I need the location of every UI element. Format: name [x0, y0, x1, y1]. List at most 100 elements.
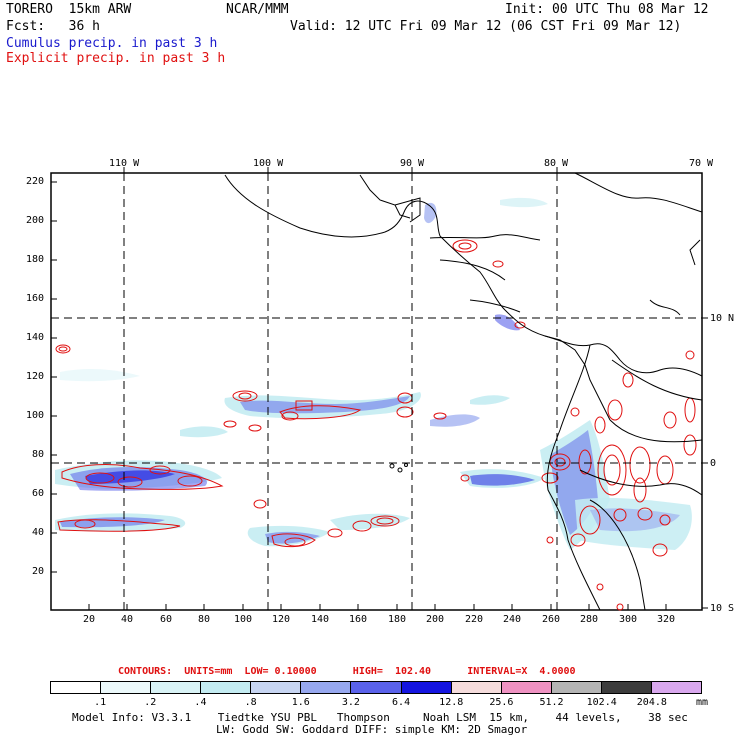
- legend-swatch: [501, 682, 552, 693]
- x-label: 60: [160, 614, 173, 625]
- legend-swatch: [651, 682, 702, 693]
- contour: [579, 505, 601, 535]
- contour: [546, 536, 554, 544]
- contour: [594, 416, 606, 434]
- legend-swatch: [201, 682, 252, 693]
- contour: [55, 344, 71, 354]
- contour: [607, 399, 623, 421]
- border: [611, 359, 703, 401]
- contour: [637, 507, 653, 521]
- border: [544, 335, 611, 421]
- contour: [452, 239, 478, 253]
- color-legend: [50, 681, 702, 694]
- forecast-hour: Fcst: 36 h: [6, 19, 100, 34]
- cumulus-area: [470, 474, 535, 486]
- x-label: 180: [388, 614, 407, 625]
- border: [469, 299, 521, 313]
- contour: [596, 583, 604, 591]
- cumulus-area: [180, 426, 228, 438]
- legend-swatch: [301, 682, 352, 693]
- x-label: 160: [349, 614, 368, 625]
- contour: [622, 372, 634, 388]
- legend-label: 12.8: [439, 697, 464, 708]
- y-label: 180: [26, 254, 45, 265]
- contour: [271, 533, 316, 548]
- x-label: 280: [580, 614, 599, 625]
- y-label: 200: [26, 215, 45, 226]
- explicit-precip-contours: [55, 239, 697, 611]
- y-label: 120: [26, 371, 45, 382]
- y-label: 60: [32, 488, 45, 499]
- graticule: [51, 173, 702, 610]
- legend-swatch: [351, 682, 402, 693]
- contour: [57, 519, 181, 532]
- x-label: 320: [657, 614, 676, 625]
- legend-swatch: [551, 682, 602, 693]
- model-title: TORERO 15km ARW: [6, 2, 132, 17]
- contour: [279, 405, 362, 420]
- cumulus-area: [424, 202, 437, 224]
- border: [609, 419, 703, 443]
- contour: [549, 453, 571, 471]
- contour: [327, 528, 343, 538]
- legend-label: .1: [94, 697, 107, 708]
- galapagos-island: [389, 463, 395, 469]
- model-info: Model Info: V3.3.1 Tiedtke YSU PBL Thomp…: [72, 711, 688, 724]
- contour: [685, 350, 695, 360]
- lon-label-70w: 70 W: [689, 158, 714, 169]
- coastline: [689, 239, 701, 266]
- legend-label: 6.4: [392, 697, 411, 708]
- contour: [74, 519, 96, 529]
- lon-label-100w: 100 W: [253, 158, 284, 169]
- contour: [616, 603, 624, 611]
- cumulus-area: [60, 369, 140, 382]
- axis-ticks: [51, 167, 708, 610]
- contour: [603, 454, 621, 486]
- lon-label-110w: 110 W: [109, 158, 140, 169]
- contour: [663, 411, 677, 429]
- lat-label-10n: 10 N: [710, 313, 735, 324]
- x-label: 260: [542, 614, 561, 625]
- cumulus-area: [430, 414, 480, 427]
- coastlines: [224, 172, 703, 611]
- legend-label: 204.8: [636, 697, 667, 708]
- contour: [223, 420, 237, 428]
- y-label: 40: [32, 527, 45, 538]
- y-label: 80: [32, 449, 45, 460]
- contour: [514, 321, 526, 329]
- x-label: 240: [503, 614, 522, 625]
- lon-label-80w: 80 W: [544, 158, 569, 169]
- coastline: [649, 299, 681, 316]
- contour: [248, 424, 262, 432]
- contour: [58, 346, 68, 352]
- physics-info: LW: Godd SW: Goddard DIFF: simple KM: 2D…: [216, 723, 528, 736]
- contour: [352, 520, 372, 532]
- coastline: [574, 172, 703, 213]
- cumulus-field-label: Cumulus precip. in past 3 h: [6, 36, 218, 51]
- legend-swatch: [401, 682, 452, 693]
- legend-label: .8: [244, 697, 257, 708]
- y-label: 140: [26, 332, 45, 343]
- contour: [570, 407, 580, 417]
- border: [579, 469, 703, 496]
- x-label: 20: [83, 614, 96, 625]
- legend-swatch: [101, 682, 152, 693]
- y-label: 100: [26, 410, 45, 421]
- contour: [613, 508, 627, 522]
- lat-label-10s: 10 S: [710, 603, 735, 614]
- legend-label: 102.4: [586, 697, 617, 708]
- x-label: 200: [426, 614, 445, 625]
- contour: [633, 477, 647, 503]
- cumulus-area: [500, 197, 548, 208]
- cumulus-area: [590, 508, 680, 532]
- border: [439, 259, 506, 281]
- legend-swatch: [251, 682, 302, 693]
- cumulus-area: [240, 396, 410, 414]
- contour: [597, 444, 627, 496]
- contour: [232, 390, 258, 402]
- cumulus-area: [330, 513, 410, 530]
- y-label: 20: [32, 566, 45, 577]
- coastline: [546, 344, 601, 611]
- legend-swatch: [151, 682, 202, 693]
